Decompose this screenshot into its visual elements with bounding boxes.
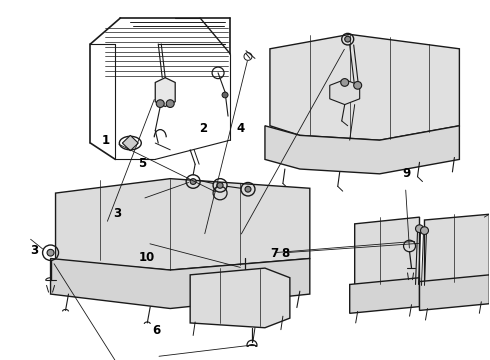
- Text: 6: 6: [152, 324, 160, 337]
- Circle shape: [217, 183, 223, 188]
- Circle shape: [166, 100, 174, 108]
- Text: 3: 3: [30, 244, 38, 257]
- Text: 2: 2: [199, 122, 208, 135]
- Circle shape: [47, 249, 54, 256]
- Polygon shape: [330, 80, 360, 105]
- Text: 7: 7: [270, 247, 278, 260]
- Polygon shape: [55, 179, 310, 270]
- Polygon shape: [190, 268, 290, 328]
- Text: 1: 1: [102, 134, 110, 148]
- Polygon shape: [270, 34, 460, 140]
- Text: 10: 10: [139, 251, 155, 264]
- Circle shape: [341, 78, 349, 86]
- Polygon shape: [419, 275, 490, 310]
- Circle shape: [345, 36, 351, 42]
- Text: 8: 8: [281, 247, 289, 260]
- Polygon shape: [50, 258, 310, 309]
- Text: 3: 3: [113, 207, 121, 220]
- Polygon shape: [265, 126, 460, 174]
- Circle shape: [245, 186, 251, 192]
- Circle shape: [190, 179, 196, 184]
- Polygon shape: [122, 135, 138, 151]
- Polygon shape: [424, 214, 490, 287]
- Polygon shape: [155, 78, 175, 107]
- Circle shape: [420, 227, 428, 234]
- Circle shape: [416, 225, 423, 233]
- Circle shape: [156, 100, 164, 108]
- Polygon shape: [355, 217, 419, 291]
- Circle shape: [222, 92, 228, 98]
- Circle shape: [354, 81, 362, 89]
- Text: 9: 9: [402, 167, 410, 180]
- Text: 4: 4: [236, 122, 244, 135]
- Text: 5: 5: [138, 157, 147, 170]
- Polygon shape: [350, 278, 419, 313]
